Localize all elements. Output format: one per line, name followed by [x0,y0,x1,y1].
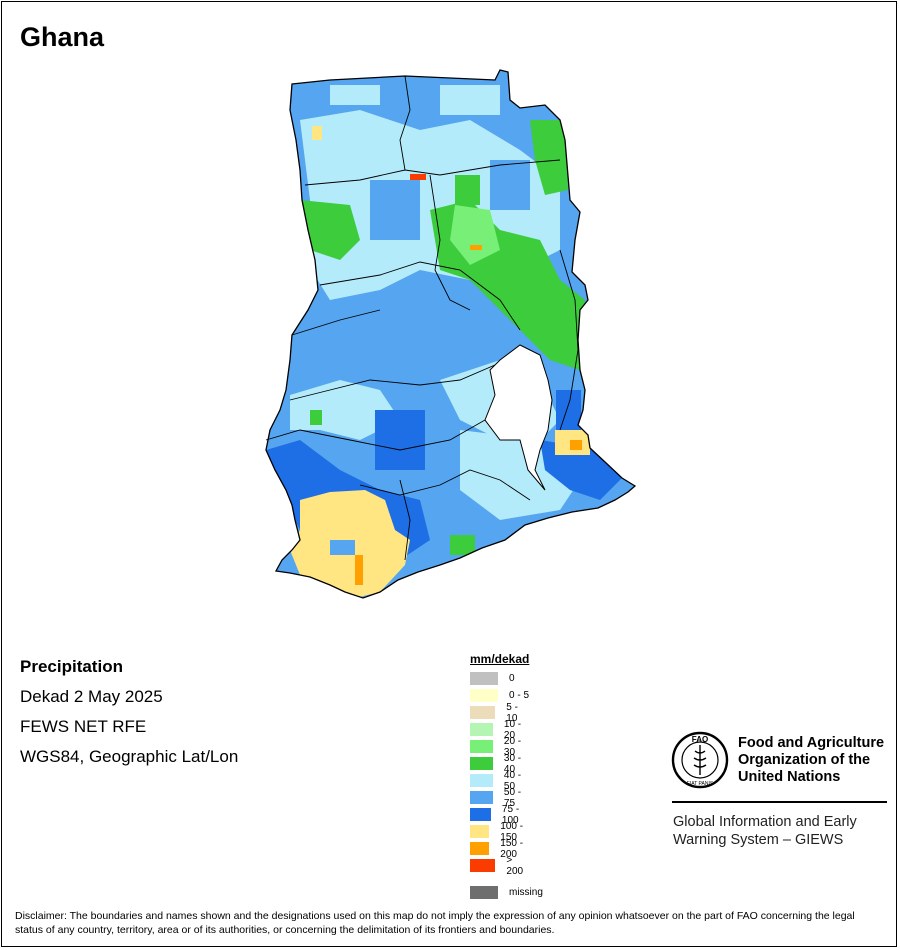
giews-divider [672,801,887,803]
rain-zone-over-200 [410,174,426,180]
legend-item: 40 - 50 [470,770,529,792]
rain-patch [490,160,530,210]
giews-name-line-1: Global Information and Early [673,814,857,830]
rain-zone-30-40-northeast [530,120,568,195]
info-period: Dekad 2 May 2025 [20,687,163,706]
boundary-line [304,159,561,186]
legend-label-missing: missing [509,887,543,898]
boundary-line [319,261,521,331]
legend-item: 10 - 20 [470,719,529,741]
info-variable: Precipitation [20,657,123,676]
legend-item-missing: missing [470,886,543,899]
map-title: Ghana [20,22,105,52]
legend-item: 50 - 75 [470,787,529,809]
rain-zone-150-200-east [570,440,582,450]
legend-swatch [470,774,493,787]
legend-swatch [470,825,490,838]
boundary-line [291,309,381,336]
giews-name: Global Information and Early Warning Sys… [673,813,857,849]
legend-item: 30 - 40 [470,753,529,775]
boundary-line [429,174,471,311]
legend-swatch [470,791,493,804]
fao-emblem-icon: FAO FIAT PANIS [671,731,729,789]
legend-swatch [470,672,498,685]
info-source: FEWS NET RFE [20,717,147,736]
rain-zone-30-40-west [300,200,360,260]
legend-label: 5 - 10 [506,701,518,724]
disclaimer: Disclaimer: The boundaries and names sho… [15,910,855,936]
fao-name-line-3: United Nations [738,769,841,785]
rain-patch [375,410,425,470]
rain-zone-150-200-southwest [355,555,363,585]
legend-item: 100 - 150 [470,821,529,843]
rainfall-surface [266,70,635,598]
legend-label: 10 - 20 [503,718,522,741]
legend-item: > 200 [470,855,529,877]
precipitation-map [265,69,636,599]
legend-item: 5 - 10 [470,702,529,724]
legend-item: 0 - 5 [470,689,529,702]
rain-patch [450,535,475,555]
boundary-line [399,479,411,561]
legend-label: 0 - 5 [509,690,530,701]
legend-swatch [470,859,496,872]
rain-patch [556,390,581,430]
legend-item: 20 - 30 [470,736,529,758]
rain-patch [310,410,322,425]
rain-patch [455,175,480,205]
boundary-line [559,249,579,431]
fao-name: Food and Agriculture Organization of the… [738,735,884,786]
legend-label: 75 - 100 [501,803,520,826]
legend-swatch [470,740,493,753]
legend-swatch [470,757,493,770]
legend-item: 0 [470,672,515,685]
legend-label: 0 [509,673,515,684]
legend-swatch [470,808,491,821]
rain-patch [440,85,500,115]
rain-patch [312,126,322,140]
giews-name-line-2: Warning System – GIEWS [673,832,844,848]
legend-swatch [470,723,493,736]
rain-patch [370,180,420,240]
rain-patch [330,540,355,555]
rain-zone-20-30 [450,205,500,265]
lake-volta [484,344,553,491]
region-boundaries [265,75,579,561]
legend-label: 20 - 30 [503,735,522,758]
boundary-line [399,75,411,171]
legend-item: 150 - 200 [470,838,529,860]
legend-label: 40 - 50 [503,769,522,792]
legend-label: > 200 [506,854,524,877]
fao-name-line-2: Organization of the [738,752,871,768]
fao-emblem-text: FAO [692,735,708,744]
boundary-line [359,469,531,501]
legend-swatch [470,689,498,702]
legend-swatch [470,706,496,719]
boundary-line [265,419,486,451]
legend-swatch [470,842,490,855]
legend-label: 50 - 75 [503,786,522,809]
legend-label: 30 - 40 [503,752,522,775]
legend-item: 75 - 100 [470,804,529,826]
legend-swatch-missing [470,886,498,899]
info-projection: WGS84, Geographic Lat/Lon [20,747,239,766]
boundary-line [289,364,496,401]
fao-name-line-1: Food and Agriculture [738,735,885,751]
rain-patch [330,85,380,105]
legend-label: 100 - 150 [500,820,524,843]
legend-title: mm/dekad [470,652,530,666]
rain-zone-150-200-north [470,245,482,250]
legend-label: 150 - 200 [500,837,524,860]
fao-emblem-motto: FIAT PANIS [687,781,714,787]
